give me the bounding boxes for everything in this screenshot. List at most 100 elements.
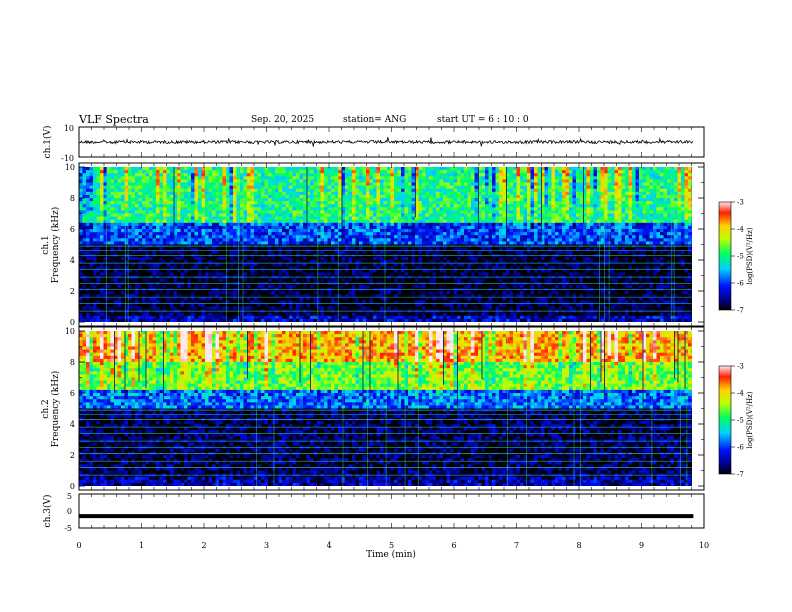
spectrogram-cell — [292, 303, 297, 307]
spectrogram-cell — [320, 241, 325, 245]
spectrogram-cell — [145, 235, 150, 239]
spectrogram-streak — [415, 167, 416, 218]
spectrogram-cell — [411, 278, 416, 283]
spectrogram-cell — [194, 229, 199, 233]
spectrogram-cell — [177, 247, 181, 252]
spectrogram-cell — [334, 191, 339, 196]
spectrogram-cell — [89, 198, 94, 202]
spectrogram-cell — [401, 300, 405, 304]
spectrogram-cell — [397, 269, 402, 273]
spectrogram-cell — [135, 188, 139, 193]
spectrogram-cell — [138, 232, 143, 236]
spectrogram-cell — [177, 210, 181, 214]
spectrogram-cell — [131, 232, 136, 236]
spectrogram-cell — [82, 188, 87, 193]
spectrogram-cell — [285, 198, 290, 202]
spectrogram-cell — [159, 170, 164, 174]
spectrogram-cell — [369, 210, 374, 214]
spectrogram-cell — [222, 167, 227, 171]
spectrogram-cell — [334, 185, 339, 190]
spectrogram-cell — [142, 278, 146, 283]
spectrogram-cell — [380, 219, 384, 224]
spectrogram-cell — [233, 315, 237, 320]
spectrogram-cell — [198, 250, 202, 255]
spectrogram-cell — [205, 170, 209, 174]
spectrogram-cell — [79, 300, 83, 304]
spectrogram-cell — [345, 198, 349, 202]
spectrogram-cell — [159, 241, 164, 245]
spectrogram-cell — [411, 272, 416, 276]
spectrogram-cell — [250, 256, 255, 261]
spectrogram-cell — [135, 318, 139, 322]
spectrogram-cell — [376, 198, 381, 202]
spectrogram-cell — [107, 219, 111, 224]
spectrogram-cell — [128, 204, 132, 208]
spectrogram-cell — [383, 207, 388, 211]
spectrogram-cell — [138, 207, 143, 211]
spectrogram-cell — [310, 235, 314, 239]
spectrogram-cell — [331, 225, 335, 230]
spectrogram-cell — [352, 238, 356, 242]
spectrogram-cell — [257, 232, 262, 236]
spectrogram-cell — [163, 198, 167, 202]
spectrogram-cell — [366, 188, 370, 193]
spectrogram-cell — [278, 182, 283, 186]
spectrogram-cell — [163, 260, 167, 264]
spectrogram-cell — [100, 204, 104, 208]
spectrogram-cell — [215, 167, 220, 171]
spectrogram-cell — [219, 263, 223, 267]
spectrogram-cell — [180, 238, 185, 242]
spectrogram-cell — [345, 300, 349, 304]
spectrogram-cell — [142, 294, 146, 298]
spectrogram-cell — [313, 216, 318, 221]
spectrogram-cell — [152, 207, 157, 211]
spectrogram-cell — [282, 207, 286, 211]
spectrogram-cell — [289, 266, 293, 270]
spectrogram-cell — [401, 167, 405, 171]
spectrogram-cell — [404, 272, 409, 276]
spectrogram-cell — [408, 247, 412, 252]
spectrogram-cell — [299, 300, 304, 304]
spectrogram-cell — [247, 235, 251, 239]
spectrogram-cell — [145, 272, 150, 276]
spectrogram-cell — [250, 222, 255, 227]
spectrogram-cell — [254, 194, 258, 199]
spectrogram-cell — [198, 179, 202, 183]
spectrogram-cell — [271, 219, 276, 224]
spectrogram-cell — [383, 315, 388, 320]
spectrogram-cell — [79, 241, 83, 245]
spectrogram-cell — [89, 179, 94, 183]
spectrogram-cell — [394, 238, 398, 242]
spectrogram-cell — [152, 173, 157, 177]
spectrogram-cell — [142, 303, 146, 307]
spectrogram-cell — [324, 250, 328, 255]
spectrogram-cell — [404, 179, 409, 183]
spectrogram-cell — [96, 263, 101, 267]
spectrogram-cell — [152, 318, 157, 322]
spectrogram-cell — [219, 179, 223, 183]
spectrogram-cell — [397, 225, 402, 230]
spectrogram-cell — [369, 263, 374, 267]
spectrogram-cell — [173, 291, 178, 295]
spectrogram-cell — [303, 176, 307, 180]
spectrogram-cell — [184, 260, 188, 264]
spectrogram-cell — [338, 260, 342, 264]
spectrogram-cell — [390, 219, 395, 224]
spectrogram-cell — [121, 247, 125, 252]
spectrogram-cell — [170, 294, 174, 298]
spectrogram-cell — [229, 198, 234, 202]
spectrogram-cell — [394, 284, 398, 289]
spectrogram-cell — [359, 247, 363, 252]
spectrogram-cell — [320, 179, 325, 183]
spectrogram-cell — [114, 173, 118, 177]
spectrogram-cell — [194, 247, 199, 252]
spectrogram-cell — [362, 185, 367, 190]
spectrogram-cell — [124, 297, 129, 301]
spectrogram-cell — [264, 213, 269, 217]
spectrogram-cell — [264, 225, 269, 230]
spectrogram-cell — [152, 235, 157, 239]
spectrogram-cell — [212, 210, 216, 214]
spectrogram-cell — [254, 235, 258, 239]
spectrogram-cell — [212, 170, 216, 174]
spectrogram-cell — [128, 207, 132, 211]
